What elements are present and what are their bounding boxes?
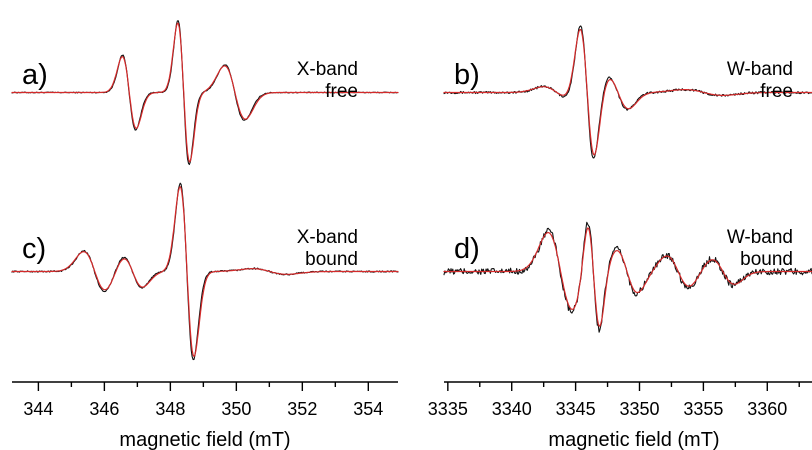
x-tick-label: 344 <box>23 399 53 419</box>
panel-letter: d) <box>454 233 480 265</box>
band-label-line: free <box>325 81 358 102</box>
simulated-trace <box>443 29 812 156</box>
x-tick-label: 3345 <box>556 399 596 419</box>
simulated-trace <box>11 22 399 163</box>
simulated-trace <box>443 227 812 327</box>
x-tick-label: 3335 <box>428 399 468 419</box>
panel-letter: a) <box>22 59 48 91</box>
x-tick-label: 350 <box>221 399 251 419</box>
x-tick-label: 3340 <box>492 399 532 419</box>
band-label-line: X-band <box>297 227 358 248</box>
band-label-line: W-band <box>727 59 793 80</box>
panel-letter: c) <box>22 233 46 265</box>
x-axis-title: magnetic field (mT) <box>548 429 719 450</box>
x-tick-label: 354 <box>353 399 383 419</box>
x-tick-label: 3360 <box>747 399 787 419</box>
x-axis-title: magnetic field (mT) <box>119 429 290 450</box>
band-label-line: bound <box>740 249 793 270</box>
simulated-trace <box>11 186 399 357</box>
x-tick-label: 3350 <box>619 399 659 419</box>
x-tick-label: 352 <box>287 399 317 419</box>
x-tick-label: 3355 <box>683 399 723 419</box>
band-label-line: W-band <box>727 227 793 248</box>
x-tick-label: 348 <box>155 399 185 419</box>
x-axis-wband: 3335 3340 3345 3350 3355 3360 magnetic field (… <box>428 381 812 450</box>
band-label-line: X-band <box>297 59 358 80</box>
band-label-line: free <box>760 81 793 102</box>
panel-letter: b) <box>454 59 480 91</box>
x-axis-xband: 344 346 348 350 352 354 magnetic field (mT) <box>12 381 398 450</box>
band-label-line: bound <box>305 249 358 270</box>
x-tick-label: 346 <box>89 399 119 419</box>
